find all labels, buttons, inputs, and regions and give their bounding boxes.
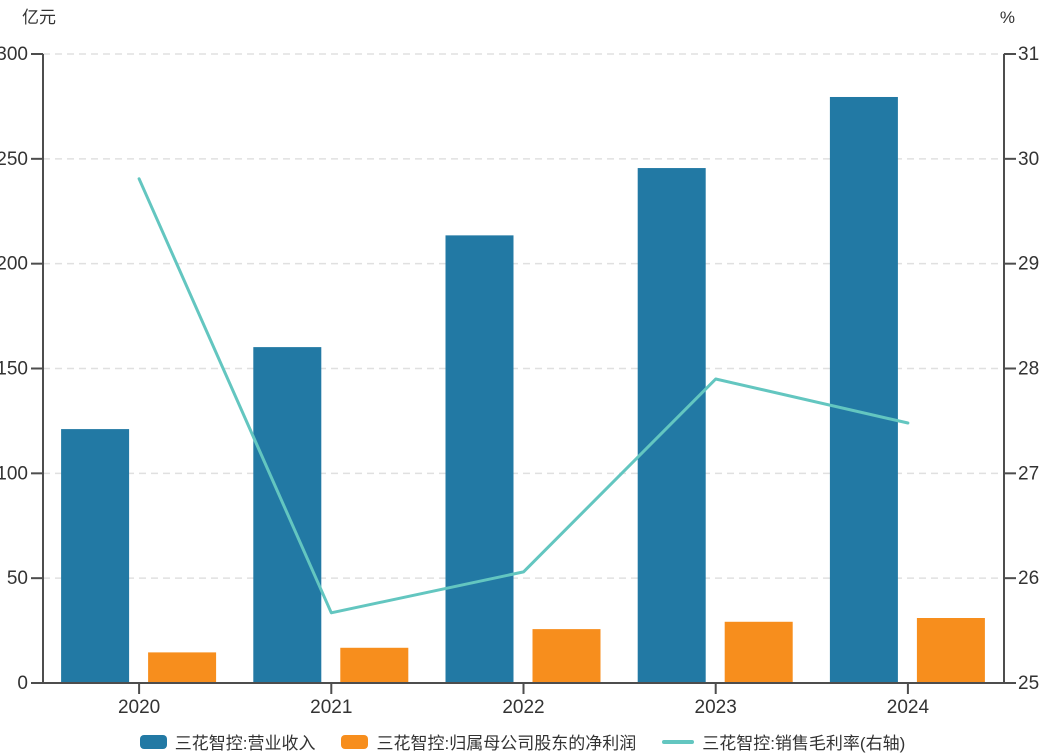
chart-legend: 三花智控:营业收入 三花智控:归属母公司股东的净利润 三花智控:销售毛利率(右轴) <box>0 729 1045 754</box>
legend-label: 三花智控:销售毛利率(右轴) <box>702 734 906 753</box>
bar-series2-2021 <box>340 647 409 683</box>
right-tick-label-28: 28 <box>1018 359 1039 380</box>
legend-bar-swatch <box>341 734 369 749</box>
bar-series1-2022 <box>445 235 514 683</box>
bar-series1-2020 <box>61 429 130 683</box>
bar-series2-2024 <box>916 618 985 683</box>
legend-line-swatch <box>662 739 695 744</box>
left-axis-unit-label: 亿元 <box>22 8 56 27</box>
right-tick-label-31: 31 <box>1018 44 1039 65</box>
right-tick-label-30: 30 <box>1018 149 1039 170</box>
left-tick-label-200: 200 <box>0 254 28 275</box>
bar-series2-2022 <box>532 629 601 683</box>
legend-bar-swatch <box>139 734 167 749</box>
x-tick-label-2023: 2023 <box>695 697 737 718</box>
left-tick-label-250: 250 <box>0 149 28 170</box>
legend-item-series3[interactable]: 三花智控:销售毛利率(右轴) <box>662 729 905 754</box>
bar-series2-2020 <box>148 652 217 683</box>
left-tick-label-50: 50 <box>7 568 28 589</box>
legend-item-series1[interactable]: 三花智控:营业收入 <box>139 729 316 754</box>
bar-series1-2024 <box>829 96 898 683</box>
left-tick-label-300: 300 <box>0 44 28 65</box>
left-tick-label-150: 150 <box>0 359 28 380</box>
right-tick-label-26: 26 <box>1018 568 1039 589</box>
legend-label: 三花智控:营业收入 <box>174 734 316 753</box>
x-tick-label-2020: 2020 <box>118 697 160 718</box>
right-axis-unit-label: % <box>999 8 1015 27</box>
line-gross-margin <box>137 177 910 615</box>
bar-series2-2023 <box>724 621 793 683</box>
legend-label: 三花智控:归属母公司股东的净利润 <box>376 734 637 753</box>
right-tick-label-27: 27 <box>1018 463 1039 484</box>
legend-item-series2[interactable]: 三花智控:归属母公司股东的净利润 <box>341 729 636 754</box>
x-tick-label-2021: 2021 <box>310 697 352 718</box>
right-tick-label-25: 25 <box>1018 673 1039 694</box>
bar-series1-2023 <box>637 168 706 684</box>
left-tick-label-100: 100 <box>0 463 28 484</box>
right-tick-label-29: 29 <box>1018 254 1039 275</box>
x-tick-label-2024: 2024 <box>887 697 930 718</box>
x-tick-label-2022: 2022 <box>502 697 544 718</box>
left-tick-label-0: 0 <box>17 673 28 694</box>
